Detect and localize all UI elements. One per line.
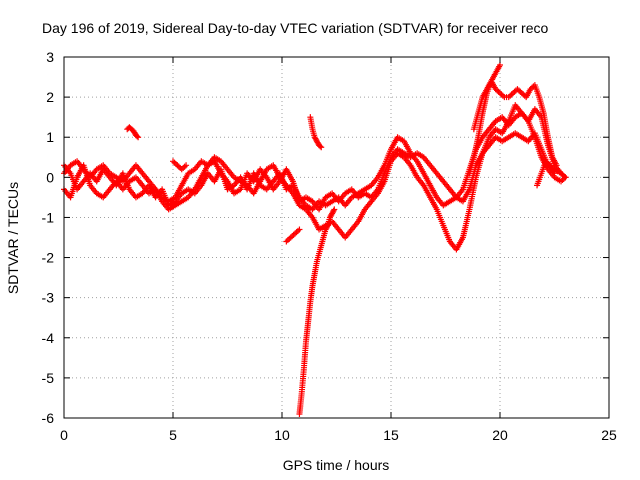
data-point	[135, 134, 142, 141]
x-tick-label: 20	[492, 427, 508, 443]
data-point	[324, 223, 331, 230]
grid	[64, 57, 609, 418]
data-point	[318, 144, 325, 151]
x-axis-title: GPS time / hours	[283, 457, 390, 473]
y-tick-label: 3	[46, 49, 54, 65]
data-point	[562, 174, 569, 181]
y-tick-label: -1	[42, 209, 55, 225]
y-tick-label: -6	[42, 410, 55, 426]
data-point	[134, 133, 141, 140]
y-tick-label: 1	[46, 129, 54, 145]
y-tick-label: -4	[42, 330, 55, 346]
x-tick-label: 25	[601, 427, 617, 443]
axis-ticks: 0 5 10 15 20 25 -6 -5 -4 -3 -2 -1 0 1 2 3	[42, 49, 617, 443]
x-tick-label: 10	[274, 427, 290, 443]
x-tick-label: 15	[383, 427, 399, 443]
data-point	[317, 143, 324, 150]
y-axis-title: SDTVAR / TECUs	[5, 182, 21, 294]
data-point	[551, 170, 558, 177]
data-point	[183, 162, 190, 169]
data-point	[296, 226, 303, 233]
x-tick-label: 5	[169, 427, 177, 443]
data-point	[331, 206, 338, 213]
data-point	[553, 162, 560, 169]
data-layer	[61, 62, 569, 417]
chart-title: Day 196 of 2019, Sidereal Day-to-day VTE…	[42, 20, 548, 36]
y-tick-label: -5	[42, 370, 55, 386]
data-point	[497, 62, 503, 69]
x-tick-label: 0	[60, 427, 68, 443]
y-tick-label: 0	[46, 169, 54, 185]
data-point	[330, 207, 337, 214]
y-tick-label: 2	[46, 89, 54, 105]
y-tick-label: -3	[42, 290, 55, 306]
plot-frame	[63, 56, 610, 419]
y-tick-label: -2	[42, 250, 55, 266]
